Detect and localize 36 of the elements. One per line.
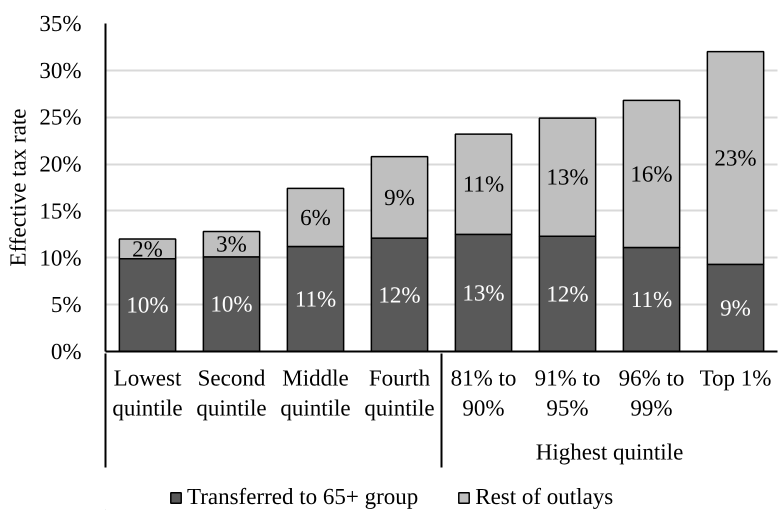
- data-label: 3%: [216, 232, 247, 257]
- data-label: 13%: [546, 164, 589, 190]
- x-tick-label: 91% to 95%: [534, 366, 600, 420]
- legend-label: Rest of outlays: [475, 484, 614, 510]
- data-label: 9%: [720, 295, 751, 320]
- y-tick-label: 15%: [39, 198, 82, 224]
- data-label: 12%: [546, 281, 589, 306]
- data-label: 13%: [462, 280, 505, 306]
- y-tick-label: 35%: [39, 11, 82, 36]
- x-tick-label: Fourth quintile: [364, 366, 435, 420]
- x-tick-label: Second quintile: [196, 366, 267, 420]
- y-axis-title: Effective tax rate: [5, 108, 30, 266]
- text: Highest quintile: [536, 440, 684, 464]
- data-label: 16%: [630, 161, 673, 186]
- x-tick-label: 81% to 90%: [450, 366, 516, 420]
- y-tick-label: 20%: [39, 152, 82, 177]
- data-label: 11%: [462, 172, 504, 197]
- y-tick-label: 10%: [39, 245, 82, 270]
- data-label: 11%: [630, 286, 672, 312]
- y-tick-label: 5%: [50, 292, 82, 318]
- x-tick-label: 96% to 99%: [618, 366, 684, 420]
- data-label: 2%: [132, 236, 163, 262]
- data-label: 6%: [300, 204, 331, 230]
- data-label: 11%: [294, 286, 336, 312]
- data-label: 10%: [126, 292, 169, 318]
- legend-label: Transferred to 65+ group: [187, 484, 418, 510]
- y-tick-label: 0%: [50, 339, 82, 364]
- x-tick-label: Middle quintile: [280, 366, 351, 420]
- data-label: 12%: [378, 282, 421, 308]
- x-tick-label: Lowest quintile: [112, 366, 183, 420]
- y-tick-label: 30%: [39, 58, 82, 83]
- data-label: 23%: [714, 145, 757, 170]
- data-label: 9%: [384, 184, 415, 210]
- x-tick-label: Top 1%: [700, 366, 772, 390]
- data-label: 10%: [210, 292, 253, 317]
- y-tick-label: 25%: [39, 104, 82, 130]
